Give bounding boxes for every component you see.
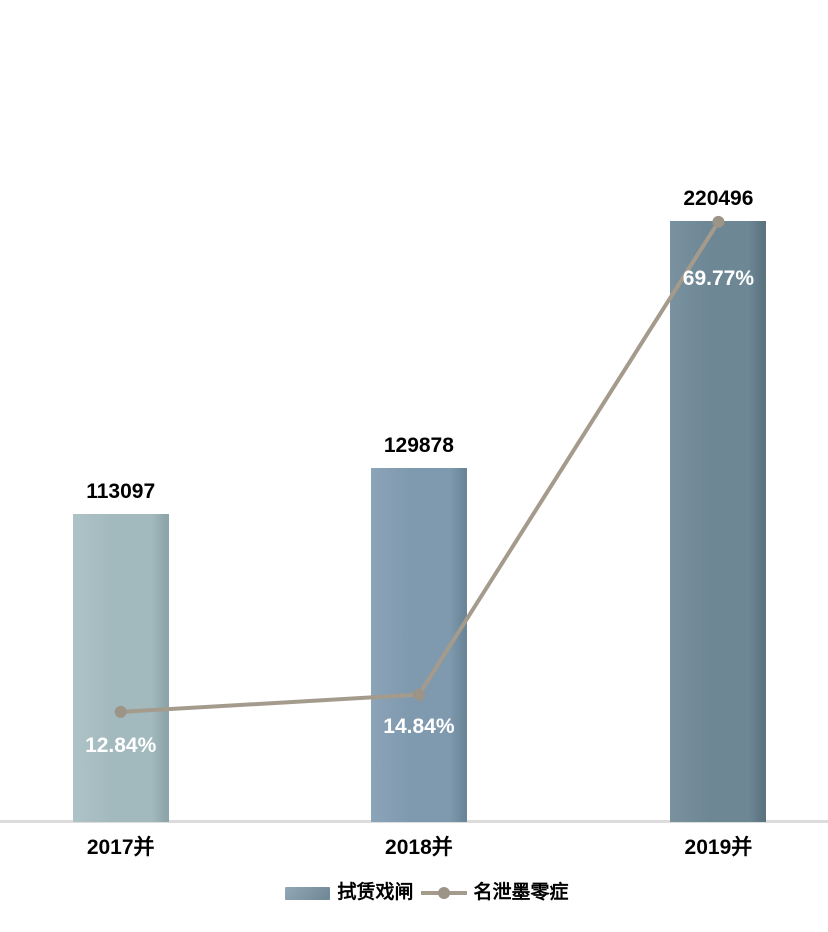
bar-value-label-2017: 113097 xyxy=(86,479,156,503)
legend-line-marker-icon xyxy=(420,886,467,900)
line-point-label-2019: 69.77% xyxy=(682,266,754,290)
x-axis-label-2018: 2018并 xyxy=(385,836,453,859)
bar-2018 xyxy=(370,467,467,822)
bar-2019 xyxy=(670,221,767,822)
legend-line-dot-icon xyxy=(437,887,450,899)
legend-bar-swatch-icon xyxy=(285,886,331,900)
x-axis-label-2017: 2017并 xyxy=(86,836,155,859)
legend-bar-label: 拭赁戏闸 xyxy=(337,882,414,903)
bar-value-label-2019: 220496 xyxy=(683,187,754,210)
x-axis-label-2019: 2019并 xyxy=(684,836,753,859)
line-point-label-2017: 12.84% xyxy=(85,733,157,757)
line-point-label-2018: 14.84% xyxy=(383,714,455,738)
legend-line-label: 名泄墨零症 xyxy=(473,882,569,903)
bar-value-label-2018: 129878 xyxy=(383,433,454,457)
bar-2017 xyxy=(72,513,169,822)
legend: 拭赁戏闸 名泄墨零症 xyxy=(26,880,828,906)
